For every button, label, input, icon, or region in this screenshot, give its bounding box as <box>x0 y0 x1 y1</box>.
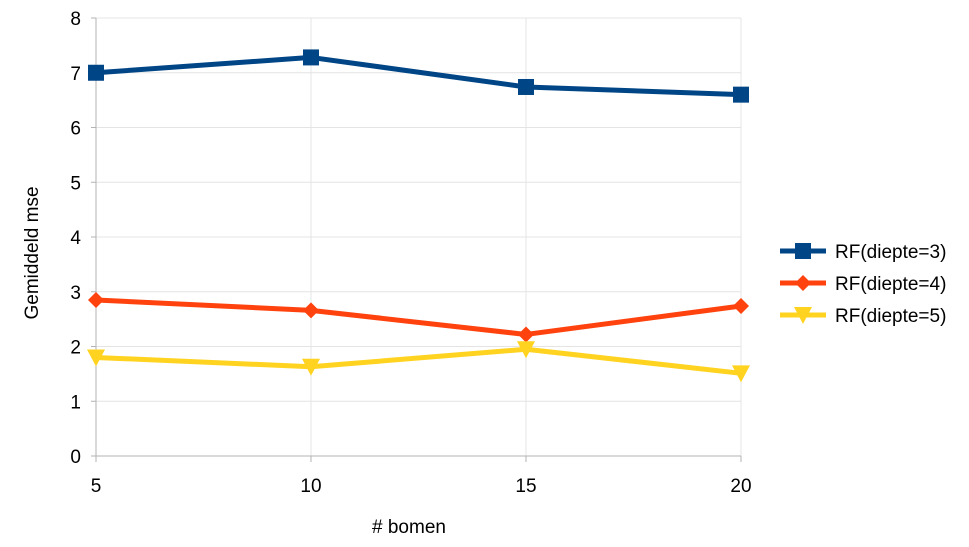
legend-item: RF(diepte=4) <box>780 274 946 295</box>
y-tick-label: 2 <box>70 338 81 359</box>
series-3 <box>87 341 750 383</box>
data-point <box>302 358 320 376</box>
x-axis-label: # bomen <box>372 517 446 538</box>
series-line <box>95 297 742 337</box>
data-point <box>732 365 750 383</box>
legend: RF(diepte=3) RF(diepte=4) RF(diepte=5) <box>780 242 946 327</box>
series <box>87 49 750 383</box>
legend-swatch-marker <box>794 307 812 324</box>
x-tick-label: 5 <box>91 476 102 497</box>
y-tick-label: 1 <box>70 392 81 413</box>
legend-label: RF(diepte=4) <box>835 274 946 295</box>
data-point <box>88 64 104 81</box>
series-2 <box>88 291 749 343</box>
y-tick-label: 8 <box>70 9 81 30</box>
y-tick-label: 5 <box>70 173 81 194</box>
x-tick-label: 10 <box>300 476 321 497</box>
y-tick-label: 6 <box>70 119 81 140</box>
series-1 <box>88 49 749 103</box>
y-tick-label: 4 <box>70 228 81 249</box>
x-tick-label: 20 <box>730 476 751 497</box>
y-tick-label: 7 <box>70 64 81 85</box>
data-point <box>518 78 534 95</box>
legend-swatch-marker <box>795 275 811 291</box>
y-tick-label: 3 <box>70 283 81 304</box>
y-tick-label: 0 <box>70 447 81 468</box>
series-line <box>95 346 742 376</box>
data-point <box>518 326 534 343</box>
legend-label: RF(diepte=5) <box>835 306 946 327</box>
series-line <box>95 54 742 98</box>
grid <box>96 17 742 456</box>
legend-item: RF(diepte=5) <box>780 306 946 327</box>
data-point <box>733 86 749 103</box>
x-tick-label: 15 <box>515 476 536 497</box>
data-point <box>87 349 105 367</box>
legend-item: RF(diepte=3) <box>780 242 946 263</box>
legend-label: RF(diepte=3) <box>835 242 946 263</box>
data-point <box>517 341 535 359</box>
legend-swatch-marker <box>795 243 811 259</box>
data-point <box>733 297 749 314</box>
tick-labels: 0 1 2 3 4 5 6 7 8 5 10 15 20 <box>70 9 751 497</box>
axes <box>91 17 742 462</box>
y-axis-label: Gemiddeld mse <box>22 186 43 319</box>
data-point <box>88 291 104 308</box>
data-point <box>303 49 319 66</box>
data-point <box>303 302 319 319</box>
